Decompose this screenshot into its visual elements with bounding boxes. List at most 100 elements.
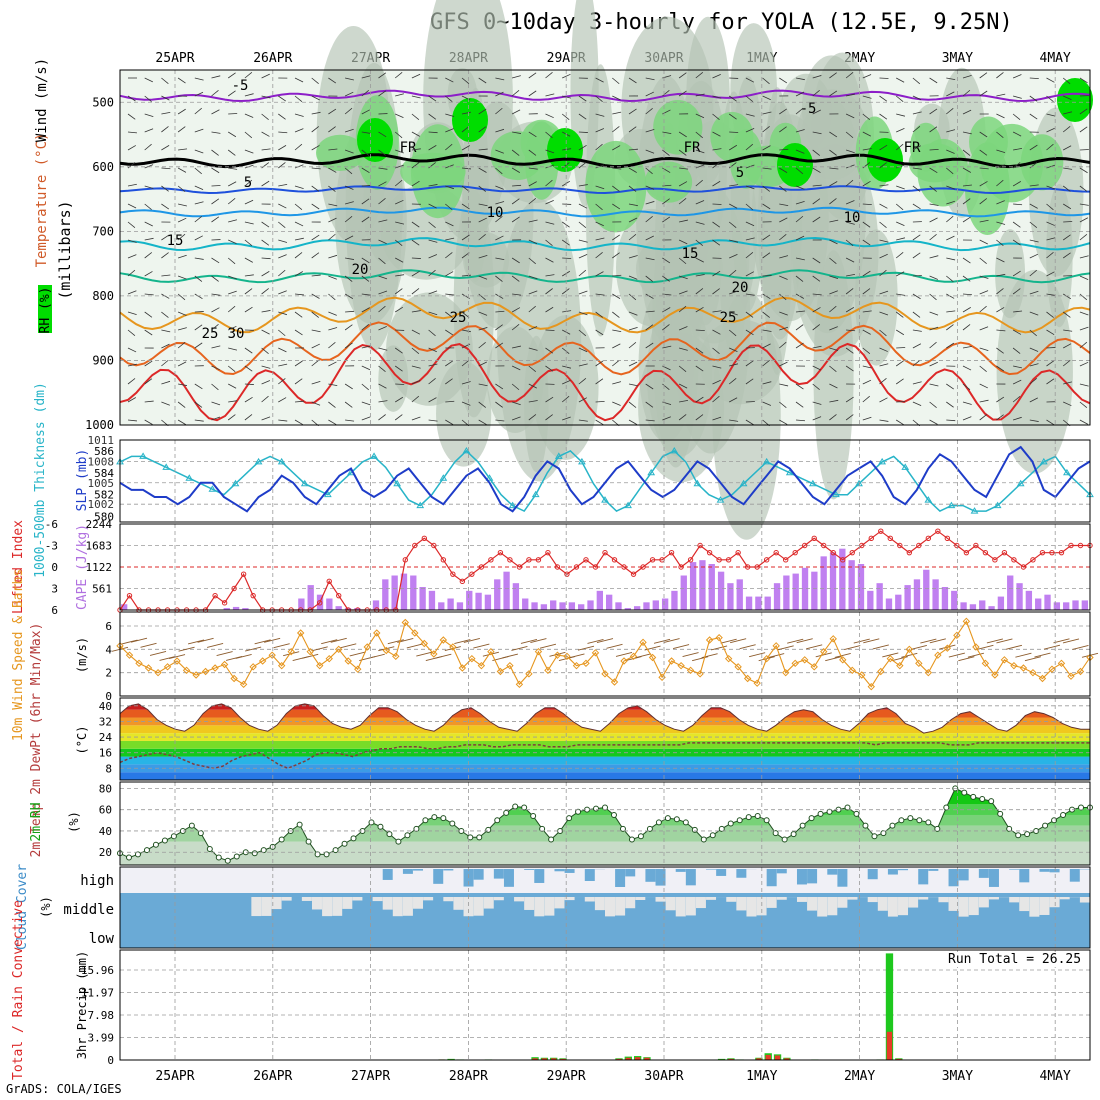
wind-barb bbox=[445, 185, 455, 190]
wind-barb bbox=[445, 252, 453, 259]
wind-barb bbox=[428, 290, 438, 295]
cape-bar bbox=[550, 600, 557, 610]
wind-barb bbox=[361, 324, 370, 331]
wind-barb bbox=[946, 149, 955, 154]
date-label-bottom: 1MAY bbox=[746, 1069, 777, 1084]
wind-barb bbox=[1046, 113, 1056, 117]
wind-speed-marker bbox=[620, 657, 628, 665]
thickness-marker bbox=[300, 479, 309, 487]
wind-barb bbox=[428, 184, 438, 187]
li-marker bbox=[478, 564, 485, 570]
wind-barb bbox=[495, 383, 504, 390]
wind-barb-10m bbox=[302, 653, 319, 659]
rh-tick-label: 20 bbox=[99, 846, 112, 859]
wind-barb bbox=[946, 310, 956, 313]
wind-barb bbox=[862, 347, 871, 354]
wind-barb-10m bbox=[910, 645, 927, 650]
wind-barb bbox=[595, 252, 603, 259]
wind-barb bbox=[612, 359, 620, 367]
cloud-middle-gap bbox=[918, 897, 929, 900]
precip-convective-bar bbox=[765, 1054, 771, 1060]
temp-band bbox=[120, 772, 1090, 780]
wind-barb bbox=[595, 271, 604, 277]
wind-barb bbox=[595, 329, 604, 336]
cape-bar bbox=[391, 575, 398, 610]
wind-barb bbox=[645, 77, 655, 81]
wind-barb bbox=[678, 347, 688, 351]
wind-barb bbox=[962, 167, 972, 173]
wind-barb-10m bbox=[844, 645, 861, 651]
wind-barb bbox=[545, 113, 554, 119]
wind-barb bbox=[177, 185, 186, 192]
wind-barb bbox=[745, 360, 754, 367]
wind-barb bbox=[862, 310, 872, 313]
pressure-tick-label: 800 bbox=[92, 289, 114, 303]
wind-barb bbox=[445, 128, 454, 133]
li-marker bbox=[773, 549, 779, 556]
wind-barb bbox=[528, 305, 536, 313]
wind-barb bbox=[695, 329, 705, 332]
wind-barb bbox=[1062, 293, 1072, 300]
wind-barb bbox=[561, 239, 570, 246]
wind-barb bbox=[127, 290, 137, 295]
wind-barb bbox=[177, 311, 187, 316]
li-marker bbox=[678, 564, 684, 570]
wind-speed-marker bbox=[686, 666, 695, 675]
wind-barb bbox=[178, 203, 187, 207]
wind-barb bbox=[695, 274, 705, 277]
wind-barb bbox=[628, 185, 637, 192]
wind-barb bbox=[294, 252, 303, 259]
wind-barb bbox=[979, 305, 987, 313]
wind-barb bbox=[1046, 143, 1054, 151]
cloud-high-bar bbox=[685, 869, 696, 886]
cloud-middle-gap bbox=[372, 897, 383, 902]
date-label-top: 4MAY bbox=[1040, 51, 1071, 66]
rh-marker bbox=[125, 854, 132, 861]
wind-barb bbox=[912, 126, 921, 133]
wind-barb bbox=[478, 293, 486, 301]
wind-barb bbox=[411, 347, 420, 355]
wind-barb-10m bbox=[387, 639, 404, 645]
wind-barb bbox=[428, 221, 436, 229]
rh-marker bbox=[637, 833, 644, 840]
cloud-middle-gap bbox=[776, 897, 787, 900]
cloud-middle-gap bbox=[1019, 897, 1030, 912]
wind-barb bbox=[845, 179, 854, 187]
wind-barb bbox=[161, 112, 171, 115]
wind-barb bbox=[862, 180, 871, 187]
thickness-tick-label: 586 bbox=[94, 445, 114, 458]
wind-speed-marker bbox=[829, 635, 837, 643]
wind-barb bbox=[294, 128, 304, 133]
wind-barb bbox=[845, 72, 854, 79]
rh-band bbox=[120, 841, 1090, 865]
thickness-marker bbox=[716, 496, 725, 503]
wind-barb bbox=[862, 203, 872, 206]
wind-speed-marker bbox=[753, 679, 761, 687]
cape-bar bbox=[596, 590, 603, 610]
wind-barb bbox=[478, 401, 487, 408]
wind-barb bbox=[929, 185, 937, 192]
wind-barb bbox=[812, 257, 821, 264]
li-marker bbox=[1030, 557, 1036, 563]
wind-barb bbox=[1079, 203, 1089, 206]
wind-barb bbox=[678, 149, 687, 156]
wind-barb bbox=[612, 77, 620, 85]
wind-speed-marker bbox=[430, 650, 438, 658]
wind-barb bbox=[862, 395, 870, 403]
wind-barb bbox=[511, 89, 520, 97]
wind-barb bbox=[912, 234, 921, 241]
cloud-middle-gap bbox=[685, 897, 696, 916]
wind-barb bbox=[712, 180, 721, 187]
wind-barb bbox=[378, 365, 386, 372]
wind-barb-10m bbox=[416, 651, 433, 657]
panel-frame bbox=[119, 439, 1091, 523]
wind-barb bbox=[478, 203, 488, 207]
wind-barb bbox=[929, 255, 939, 259]
wind-barb bbox=[511, 401, 521, 406]
cape-bar bbox=[661, 598, 669, 610]
wind-barb bbox=[278, 131, 288, 134]
wind-speed-marker bbox=[791, 659, 799, 668]
rh-band bbox=[120, 825, 1090, 842]
cape-bar bbox=[717, 571, 725, 610]
wind-barb bbox=[1046, 95, 1054, 102]
